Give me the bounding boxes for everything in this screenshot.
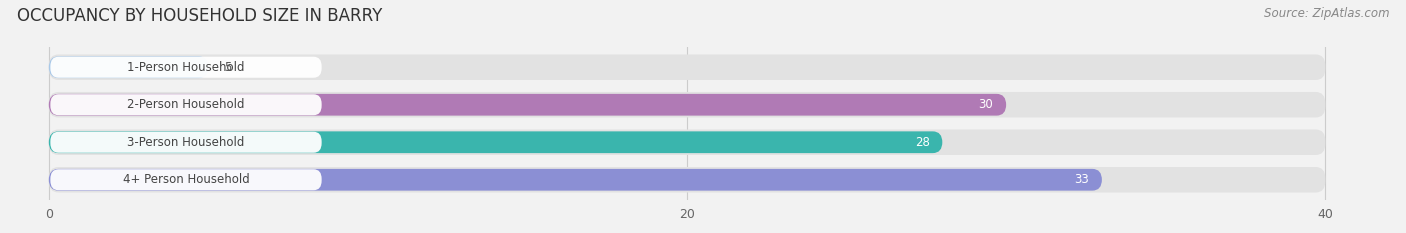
Text: 4+ Person Household: 4+ Person Household: [122, 173, 249, 186]
FancyBboxPatch shape: [51, 169, 322, 190]
FancyBboxPatch shape: [49, 94, 1007, 116]
Text: 30: 30: [979, 98, 994, 111]
FancyBboxPatch shape: [49, 92, 1326, 117]
Text: 2-Person Household: 2-Person Household: [128, 98, 245, 111]
FancyBboxPatch shape: [49, 55, 1326, 80]
Text: 33: 33: [1074, 173, 1090, 186]
FancyBboxPatch shape: [51, 94, 322, 115]
FancyBboxPatch shape: [49, 131, 942, 153]
FancyBboxPatch shape: [51, 132, 322, 153]
Text: 5: 5: [225, 61, 232, 74]
FancyBboxPatch shape: [49, 169, 1102, 191]
Text: Source: ZipAtlas.com: Source: ZipAtlas.com: [1264, 7, 1389, 20]
Text: 28: 28: [915, 136, 929, 149]
Text: OCCUPANCY BY HOUSEHOLD SIZE IN BARRY: OCCUPANCY BY HOUSEHOLD SIZE IN BARRY: [17, 7, 382, 25]
Text: 1-Person Household: 1-Person Household: [128, 61, 245, 74]
FancyBboxPatch shape: [51, 57, 322, 78]
FancyBboxPatch shape: [49, 167, 1326, 192]
FancyBboxPatch shape: [49, 56, 208, 78]
Text: 3-Person Household: 3-Person Household: [128, 136, 245, 149]
FancyBboxPatch shape: [49, 130, 1326, 155]
